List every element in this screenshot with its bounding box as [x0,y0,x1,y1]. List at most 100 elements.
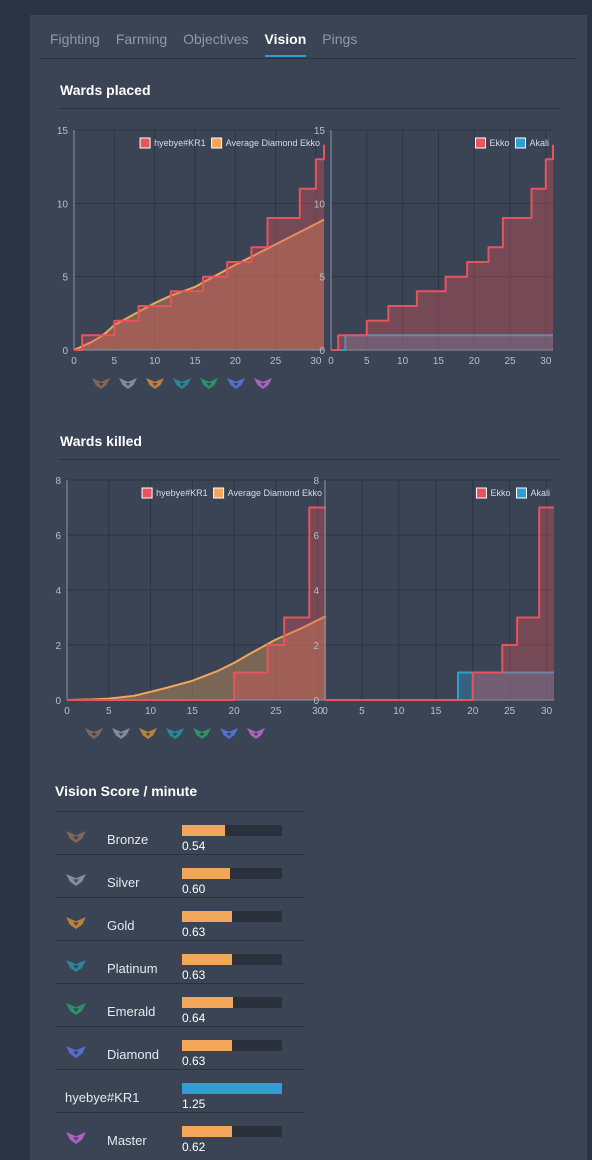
master-icon [247,728,265,739]
tab-objectives[interactable]: Objectives [183,31,249,47]
series-line-average-diamond-ekko [66,615,327,701]
x-tick-label: 20 [467,706,479,717]
vision-score-label: Gold [107,918,135,933]
y-tick-label: 2 [313,641,319,652]
wards-placed-divider [60,108,560,109]
y-tick-label: 8 [55,476,61,487]
emerald-icon [66,1003,86,1015]
wards-placed-title: Wards placed [60,82,151,98]
silver-icon [66,874,86,886]
vision-score-bar [182,1040,233,1051]
x-tick-label: 15 [189,356,201,367]
legend-item-average-diamond-ekko[interactable]: Average Diamond Ekko [211,137,320,149]
vision-score-row: Diamond 0.63 [55,1026,305,1069]
vision-score-value: 0.63 [182,1054,206,1068]
emerald-icon [66,1003,86,1015]
series-line-ekko [331,144,554,351]
series-line-hyebye-kr1 [74,144,325,351]
y-tick-label: 0 [55,696,61,707]
legend-item-hyebye-kr1[interactable]: hyebye#KR1 [141,487,208,499]
y-tick-label: 0 [313,696,319,707]
x-tick-label: 0 [328,356,334,367]
tab-bar: Fighting Farming Objectives Vision Pings [50,31,357,57]
legend-label: Average Diamond Ekko [228,488,322,498]
vision-score-value: 0.54 [182,839,206,853]
tab-farming[interactable]: Farming [115,31,168,47]
x-tick-label: 20 [469,356,481,367]
y-tick-label: 4 [55,586,61,597]
master-icon [66,1132,86,1144]
wards-placed-matchup-chart: 0 5 10 15 20 25 30 0 5 10 15 Akali Ekko [314,126,554,367]
emerald-icon [193,728,211,739]
legend-label: Average Diamond Ekko [226,138,320,148]
legend-item-akali[interactable]: Akali [514,137,549,149]
y-tick-label: 10 [57,199,69,210]
y-tick-label: 5 [62,273,68,284]
vision-score-value: 0.64 [182,1011,206,1025]
series-line-average-diamond-ekko [73,218,325,351]
vision-score-title: Vision Score / minute [55,783,198,799]
vision-score-value: 0.63 [182,925,206,939]
legend-item-ekko[interactable]: Ekko [475,487,510,499]
vision-score-label: Silver [107,875,140,890]
legend-label: hyebye#KR1 [156,488,208,498]
y-tick-label: 10 [314,199,326,210]
tab-pings[interactable]: Pings [322,31,358,47]
legend-swatch [211,137,223,149]
x-tick-label: 10 [397,356,409,367]
vision-score-row: Emerald 0.64 [55,983,305,1026]
x-tick-label: 10 [393,706,405,717]
x-tick-label: 25 [270,706,282,717]
x-tick-label: 20 [229,706,241,717]
y-tick-label: 5 [319,273,325,284]
vision-score-bar-track [182,1126,282,1137]
tab-fighting[interactable]: Fighting [50,31,100,47]
y-tick-label: 15 [314,126,326,137]
legend-item-average-diamond-ekko[interactable]: Average Diamond Ekko [213,487,322,499]
x-tick-label: 15 [433,356,445,367]
vision-score-row: Silver 0.60 [55,854,305,897]
vision-score-bar [182,1083,282,1094]
legend-item-akali[interactable]: Akali [515,487,550,499]
vision-score-bar-track [182,1040,282,1051]
x-tick-label: 25 [504,356,516,367]
platinum-icon [66,960,86,972]
legend-label: Akali [530,488,550,498]
y-tick-label: 8 [313,476,319,487]
x-tick-label: 5 [359,706,365,717]
vision-score-row: Bronze 0.54 [55,811,305,854]
legend-swatch [515,487,527,499]
series-area-hyebye-kr1 [74,144,324,350]
x-tick-label: 30 [540,356,552,367]
vision-score-bar [182,911,233,922]
legend-item-ekko[interactable]: Ekko [474,137,509,149]
legend-label: Akali [529,138,549,148]
x-tick-label: 0 [64,706,70,717]
vision-score-bar-track [182,954,282,965]
vision-score-label: Bronze [107,832,149,847]
vision-score-bar-track [182,825,282,836]
x-tick-label: 10 [149,356,161,367]
legend-item-hyebye-kr1[interactable]: hyebye#KR1 [139,137,206,149]
vision-score-bar [182,825,226,836]
y-tick-label: 6 [55,531,61,542]
x-tick-label: 20 [230,356,242,367]
bronze-icon [66,831,86,843]
x-tick-label: 5 [364,356,370,367]
x-tick-label: 5 [112,356,118,367]
y-tick-label: 15 [57,126,69,137]
series-area-akali [325,672,554,700]
legend-swatch [475,487,487,499]
vision-score-bar-track [182,911,282,922]
vision-score-label: hyebye#KR1 [65,1090,140,1105]
legend-swatch [213,487,225,499]
legend-label: Ekko [490,488,510,498]
vision-score-row: hyebye#KR1 1.25 [55,1069,305,1112]
series-area-ekko [325,507,554,700]
vision-score-label: Emerald [107,1004,156,1019]
legend-label: Ekko [489,138,509,148]
tab-vision[interactable]: Vision [264,31,307,57]
y-tick-label: 0 [319,346,325,357]
